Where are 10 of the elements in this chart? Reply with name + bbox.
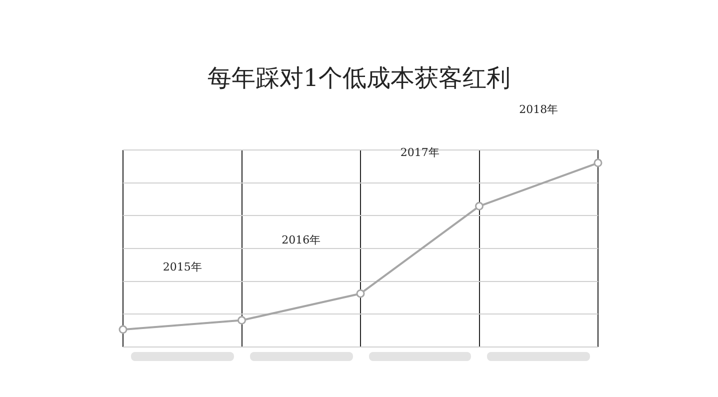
text: 2018年 — [519, 102, 558, 116]
text: 2017年 — [400, 146, 440, 160]
chart-title: 每年踩对1个低成本获客红利 — [206, 63, 512, 94]
point — [238, 316, 246, 325]
point — [475, 202, 484, 210]
annotation: 2016年 — [282, 234, 321, 247]
point — [356, 289, 365, 298]
point — [118, 325, 128, 334]
point — [594, 158, 602, 168]
annotation: 2015年 — [162, 260, 202, 274]
